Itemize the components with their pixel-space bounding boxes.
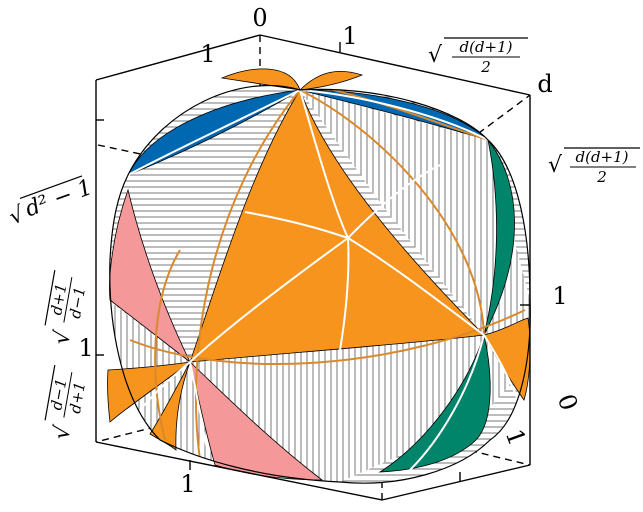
label-right-sqrt: √ d(d+1) 2 <box>548 147 640 186</box>
orange-central-region <box>189 89 485 363</box>
svg-text:d−1: d−1 <box>47 377 70 411</box>
label-right-one: 1 <box>552 282 567 310</box>
label-top-zero: 0 <box>252 4 267 32</box>
label-left-sqrt-dd: √ d² − 1 <box>6 175 96 230</box>
label-left-sqrt-upper: √ d+1 d−1 <box>44 270 89 347</box>
svg-text:√: √ <box>428 43 443 68</box>
body-outline <box>109 85 531 484</box>
label-top-right-sqrt: √ d(d+1) 2 <box>428 37 528 76</box>
svg-text:d(d+1): d(d+1) <box>459 38 512 56</box>
label-top-one: 1 <box>342 22 357 50</box>
label-left-sqrt-lower: √ d−1 d+1 <box>44 365 89 442</box>
label-bottom-right-zero: 0 <box>552 390 584 414</box>
label-top-left-one: 1 <box>200 40 215 68</box>
svg-text:d−1: d−1 <box>66 285 89 319</box>
svg-text:2: 2 <box>596 168 607 186</box>
svg-text:d(d+1): d(d+1) <box>575 148 628 166</box>
svg-text:d+1: d+1 <box>66 380 89 414</box>
green-right-lower-region <box>378 333 491 473</box>
svg-text:2: 2 <box>480 58 491 76</box>
svg-text:d² − 1: d² − 1 <box>22 175 96 222</box>
svg-text:d+1: d+1 <box>47 282 70 316</box>
white-lines <box>117 89 519 471</box>
svg-text:√: √ <box>49 327 76 346</box>
label-corner-d: d <box>537 70 552 98</box>
cube-front-edges <box>95 34 531 501</box>
pink-bottom-region <box>189 360 324 481</box>
gold-curves <box>129 85 526 461</box>
label-bottom-right-one: 1 <box>500 425 532 449</box>
tick-marks <box>96 42 530 482</box>
label-bottom-one: 1 <box>180 470 195 498</box>
orange-top-cap <box>220 68 364 91</box>
label-left-one: 1 <box>78 334 93 362</box>
svg-text:√: √ <box>548 153 563 178</box>
svg-text:√: √ <box>49 422 76 441</box>
orange-left-wedge <box>107 361 191 423</box>
